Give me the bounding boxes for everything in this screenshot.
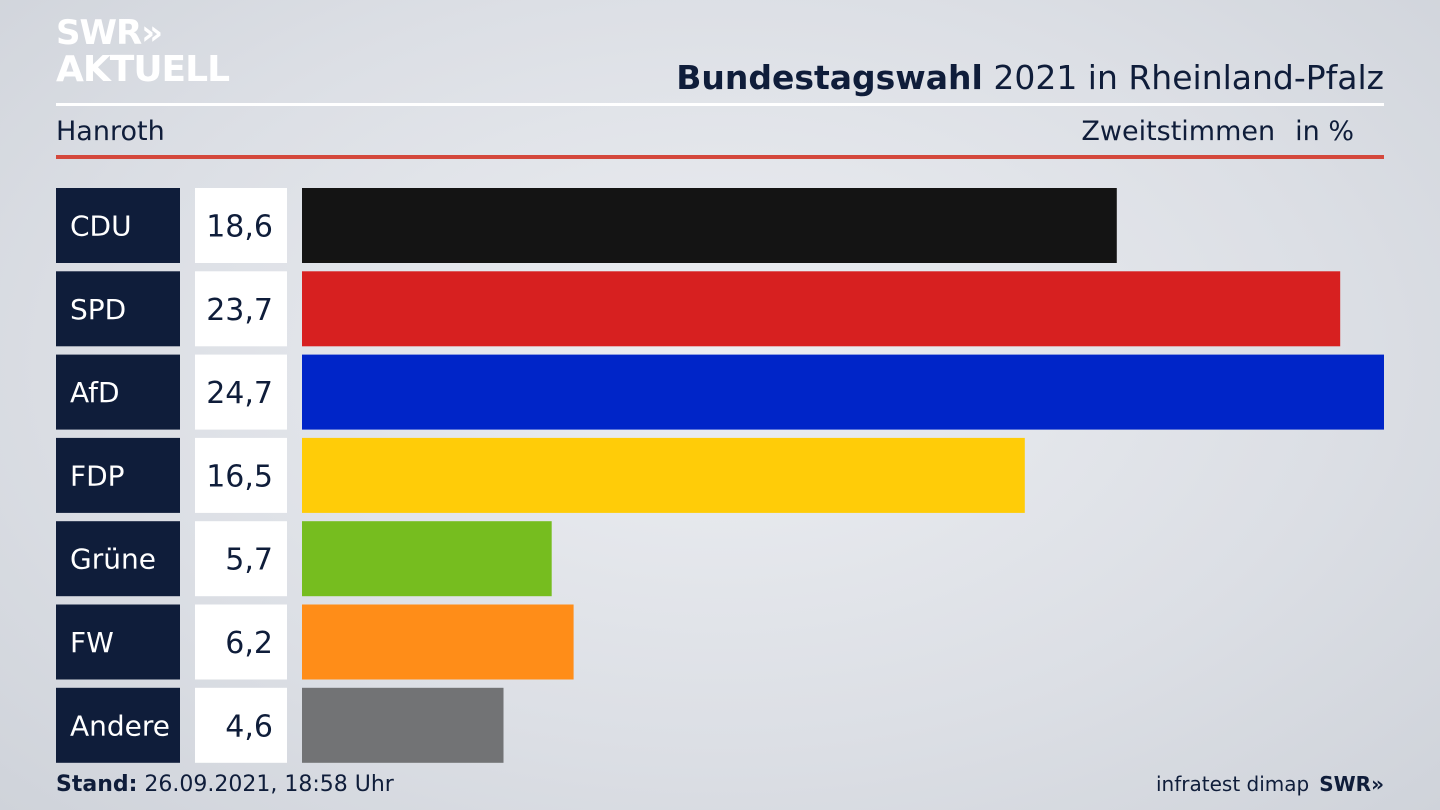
- logo-aktuell: AKTUELL: [56, 49, 230, 90]
- swr-aktuell-logo: SWR» AKTUELL: [56, 13, 230, 90]
- party-label-cdu: CDU: [70, 210, 132, 243]
- party-label-fw: FW: [70, 626, 114, 659]
- page-title: Bundestagswahl 2021 in Rheinland-Pfalz: [676, 58, 1384, 97]
- source-credit: infratest dimap SWR»: [1156, 772, 1384, 796]
- metric-unit: in %: [1295, 116, 1354, 147]
- value-box-fdp: [195, 437, 287, 513]
- logo-swr: SWR: [56, 13, 142, 53]
- party-label-afd: AfD: [70, 376, 120, 409]
- logo-chevrons-icon: »: [141, 13, 163, 53]
- value-box-afd: [195, 354, 287, 430]
- bar-fdp: [302, 437, 1025, 513]
- party-label-box-gr-ne: [56, 521, 180, 597]
- party-label-gr-ne: Grüne: [70, 543, 156, 576]
- party-label-spd: SPD: [70, 293, 126, 326]
- party-label-box-afd: [56, 354, 180, 430]
- party-label-box-spd: [56, 271, 180, 347]
- source-name: infratest dimap: [1156, 772, 1310, 796]
- value-label-spd: 23,7: [206, 293, 273, 328]
- party-label-fdp: FDP: [70, 459, 125, 492]
- party-label-box-cdu: [56, 188, 180, 263]
- value-label-afd: 24,7: [206, 376, 273, 411]
- metric-label: Zweitstimmen: [1081, 116, 1276, 147]
- bar-andere: [302, 687, 504, 763]
- region-name: Hanroth: [56, 116, 165, 147]
- value-label-cdu: 18,6: [206, 210, 273, 245]
- stand-label: Stand:: [56, 772, 138, 797]
- title-rest: 2021 in Rheinland-Pfalz: [982, 58, 1384, 97]
- value-box-andere: [195, 687, 287, 763]
- header-divider: [56, 103, 1384, 106]
- value-label-andere: 4,6: [225, 709, 273, 744]
- swr-brand-logo: SWR»: [1319, 772, 1384, 796]
- party-label-box-andere: [56, 687, 180, 763]
- bar-fw: [302, 604, 574, 680]
- value-box-gr-ne: [195, 521, 287, 597]
- metric-header: Zweitstimmen in %: [1081, 116, 1354, 147]
- bar-afd: [302, 354, 1384, 430]
- value-box-fw: [195, 604, 287, 680]
- bar-gr-ne: [302, 521, 552, 597]
- bar-spd: [302, 271, 1341, 347]
- party-label-box-fw: [56, 604, 180, 680]
- value-label-fdp: 16,5: [206, 459, 273, 494]
- value-box-spd: [195, 271, 287, 347]
- party-label-box-fdp: [56, 437, 180, 513]
- value-box-cdu: [195, 188, 287, 263]
- value-label-gr-ne: 5,7: [225, 543, 273, 578]
- subheader-divider: [56, 155, 1384, 159]
- party-label-andere: Andere: [70, 709, 170, 742]
- title-bold: Bundestagswahl: [676, 58, 983, 97]
- bar-cdu: [302, 188, 1117, 263]
- stand-value: 26.09.2021, 18:58 Uhr: [144, 772, 394, 797]
- value-label-fw: 6,2: [225, 626, 273, 661]
- timestamp: Stand: 26.09.2021, 18:58 Uhr: [56, 772, 394, 797]
